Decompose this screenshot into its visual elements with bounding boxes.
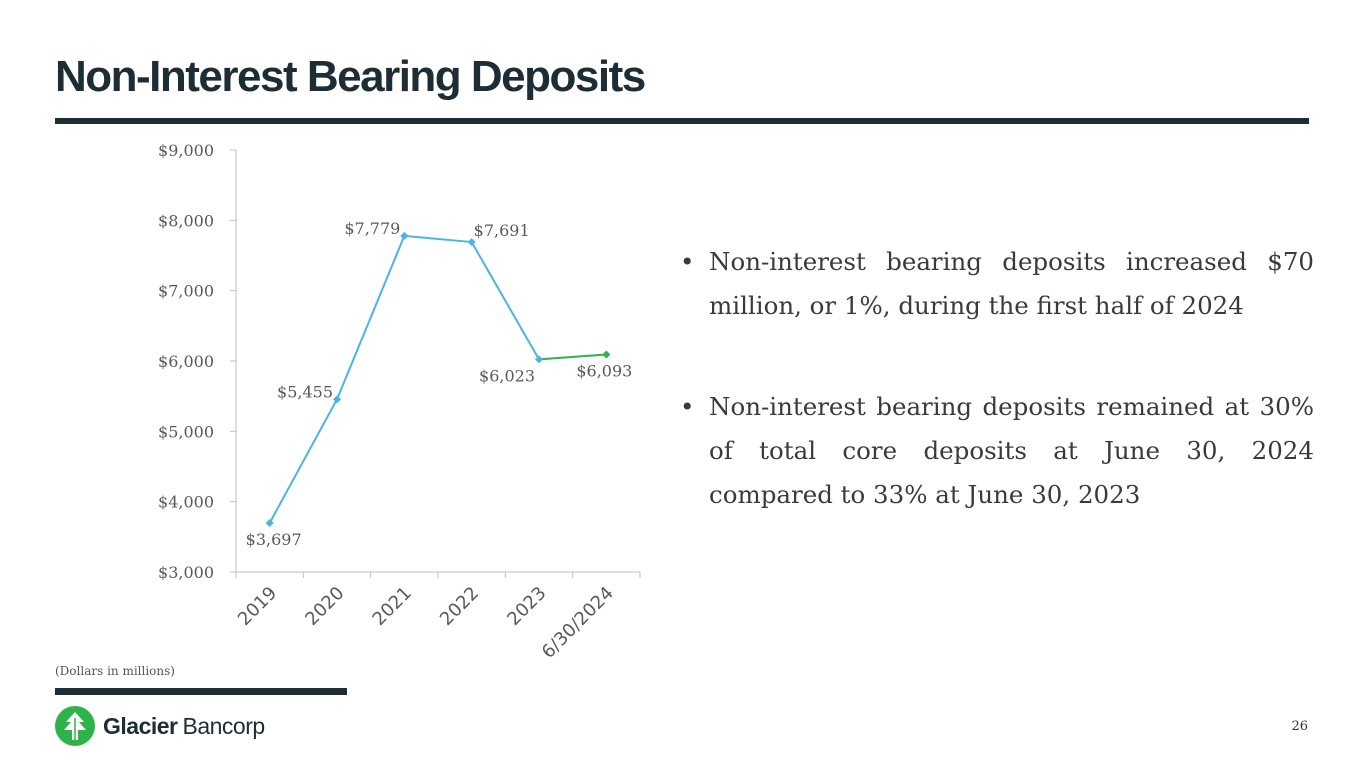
bullet-text: Non-interest bearing deposits remained a… [709, 392, 1314, 509]
data-label: $6,023 [479, 366, 535, 385]
data-label: $5,455 [277, 382, 333, 401]
data-point-marker [265, 518, 274, 527]
data-point-marker [535, 355, 543, 364]
data-label: $7,779 [344, 219, 400, 238]
data-point-marker [333, 395, 341, 404]
footer-accent-bar [55, 688, 347, 695]
page-number: 26 [1291, 719, 1308, 734]
company-logo: Glacier Bancorp [55, 706, 265, 746]
bullet-marker: • [680, 392, 695, 421]
glacier-tree-icon [55, 706, 95, 746]
bullet-item: • Non-interest bearing deposits increase… [680, 240, 1314, 328]
x-tick-label: 2023 [503, 583, 550, 630]
data-label: $6,093 [576, 361, 632, 380]
y-tick-label: $7,000 [158, 282, 214, 301]
x-tick-label: 2019 [234, 583, 281, 630]
logo-name-light: Bancorp [182, 712, 266, 739]
data-point-marker [602, 350, 611, 359]
bullet-text: Non-interest bearing deposits increased … [709, 247, 1314, 320]
data-label: $3,697 [246, 530, 302, 549]
units-footnote: (Dollars in millions) [55, 664, 175, 678]
x-tick-label: 2021 [369, 583, 416, 630]
title-divider [55, 118, 1309, 124]
series-line-segment [470, 241, 540, 360]
y-tick-label: $6,000 [158, 352, 214, 371]
slide-title: Non-Interest Bearing Deposits [55, 52, 646, 101]
data-label: $7,691 [474, 221, 530, 240]
y-tick-label: $9,000 [158, 141, 214, 160]
series-line-segment [268, 398, 338, 524]
y-tick-label: $3,000 [158, 563, 214, 582]
bullet-marker: • [680, 247, 695, 276]
bullet-item: • Non-interest bearing deposits remained… [680, 385, 1314, 517]
data-point-marker [467, 238, 476, 247]
series-line-segment [404, 234, 472, 244]
logo-name-bold: Glacier [103, 712, 178, 739]
y-tick-label: $5,000 [158, 422, 214, 441]
series-line-segment [336, 235, 406, 400]
y-tick-label: $4,000 [158, 493, 214, 512]
bullet-list: • Non-interest bearing deposits increase… [680, 240, 1314, 574]
series-line-segment [538, 353, 607, 361]
y-tick-label: $8,000 [158, 211, 214, 230]
deposits-line-chart: $3,000 $4,000 $5,000 $6,000 $7,000 $8,000 $9,0… [158, 141, 641, 663]
data-point-marker [400, 231, 409, 240]
x-tick-label: 6/30/2024 [538, 583, 618, 663]
x-tick-label: 2020 [301, 583, 348, 630]
x-tick-label: 2022 [436, 583, 483, 630]
